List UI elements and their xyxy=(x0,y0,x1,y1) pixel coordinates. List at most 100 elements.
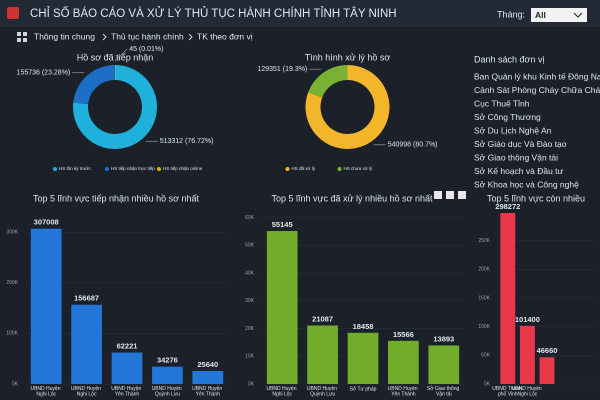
header-bar xyxy=(0,0,600,27)
donut-slice xyxy=(73,65,115,105)
legend-label: HS đã xử lý xyxy=(292,165,316,171)
y-tick-label: 0K xyxy=(248,381,255,387)
month-select[interactable] xyxy=(531,8,587,22)
unit-list-title: Danh sách đơn vị xyxy=(474,54,544,64)
x-tick-label: UBND Huyện Yên Thành xyxy=(111,386,142,398)
data-label: 62221 xyxy=(117,342,138,351)
data-label: 298272 xyxy=(495,202,520,211)
data-label: 156687 xyxy=(74,294,99,303)
data-label: 13893 xyxy=(433,334,454,343)
unit-item[interactable]: Sở Giáo dục Và Đào tạo xyxy=(474,139,567,149)
month-select-value[interactable]: All xyxy=(535,10,546,20)
x-tick-label: UBND Huyện Nghi Lộc xyxy=(30,386,61,398)
bar xyxy=(500,212,516,384)
legend-swatch xyxy=(157,167,161,171)
unit-item[interactable]: Sở Công Thương xyxy=(474,112,541,122)
x-tick-label: UBND Huyện Nghi Lộc xyxy=(71,386,102,398)
chart-title: Top 5 lĩnh vực còn nhiều xyxy=(487,193,585,203)
legend-swatch xyxy=(337,167,342,171)
data-label: 21087 xyxy=(312,314,333,323)
legend-label: HS tiếp nhận online xyxy=(163,166,203,171)
window-controls xyxy=(434,191,466,199)
x-tick-label: Sở Tư pháp xyxy=(350,385,377,392)
y-tick-label: 30K xyxy=(245,298,255,304)
bar xyxy=(152,366,183,384)
legend-swatch xyxy=(53,167,57,171)
select-arrow xyxy=(573,12,583,18)
y-tick-label: 100K xyxy=(478,324,490,330)
unit-item[interactable]: Cảnh Sát Phòng Cháy Chữa Cháy xyxy=(474,85,600,95)
unit-item[interactable]: Sở Giao thông Vận tải xyxy=(474,152,558,162)
filter-label: Tháng: xyxy=(497,9,525,19)
bar xyxy=(30,228,62,384)
chart-title: Top 5 lĩnh vực tiếp nhận nhiều hồ sơ nhấ… xyxy=(33,193,200,203)
donut-slice xyxy=(73,65,157,149)
y-tick-label: 60K xyxy=(245,215,255,221)
unit-item[interactable]: Cục Thuế Tỉnh xyxy=(474,98,530,108)
bar xyxy=(519,325,535,384)
legend-swatch xyxy=(105,167,109,171)
unit-item[interactable]: Sở Du Lịch Nghệ An xyxy=(474,125,552,135)
y-tick-label: 200K xyxy=(6,280,18,286)
donut-slice xyxy=(308,65,348,98)
y-tick-label: 50K xyxy=(481,353,491,359)
y-tick-label: 10K xyxy=(245,354,255,360)
breadcrumb-item[interactable]: Thủ tục hành chính xyxy=(111,31,184,41)
bar xyxy=(388,340,419,384)
y-tick-label: 150K xyxy=(478,295,490,301)
y-tick-label: 250K xyxy=(478,238,490,244)
data-label: 101400 xyxy=(515,315,540,324)
bar xyxy=(111,352,143,384)
data-label: 34276 xyxy=(157,356,178,365)
data-label: 25640 xyxy=(197,360,218,369)
data-label: 307008 xyxy=(34,218,59,227)
chart-title: Top 5 lĩnh vực đã xử lý nhiều hồ sơ nhất xyxy=(271,193,433,203)
bar xyxy=(71,304,102,384)
x-tick-label: UBND Huyện Nghi Lộc xyxy=(266,386,297,398)
donut-slice xyxy=(305,65,390,149)
data-label: 18458 xyxy=(353,322,374,331)
x-tick-label: UBND Huyện Quỳnh Lưu xyxy=(152,386,183,398)
x-tick-label: UBND Thành phố Vinh xyxy=(492,386,523,398)
data-label: 15566 xyxy=(393,330,414,339)
legend-swatch xyxy=(285,167,290,171)
data-label: 155736 (23.28%) xyxy=(17,70,71,77)
breadcrumb-separator xyxy=(102,33,107,41)
data-label: 513312 (76.72%) xyxy=(160,138,214,145)
y-tick-label: 20K xyxy=(245,326,255,332)
unit-item[interactable]: Ban Quản lý khu Kinh tế Đông Nam xyxy=(474,71,600,81)
y-tick-label: 40K xyxy=(245,270,255,276)
y-tick-label: 0K xyxy=(484,381,491,387)
data-label: 129351 (19.3%) xyxy=(257,66,307,73)
breadcrumb-icon xyxy=(17,32,27,42)
legend-label: HS tồn kỳ trước xyxy=(59,166,91,171)
logo xyxy=(7,7,19,19)
x-tick-label: UBND Huyện Quỳnh Lưu xyxy=(307,386,338,398)
x-tick-label: UBND Huyện Yên Thành xyxy=(192,386,223,398)
x-tick-label: UBND Huyện Yên Thành xyxy=(388,386,419,398)
y-tick-label: 200K xyxy=(478,267,490,273)
data-label: 46660 xyxy=(537,346,558,355)
chart-title: Hồ sơ đã tiếp nhận xyxy=(77,52,153,62)
data-label: 540998 (80.7%) xyxy=(388,142,438,149)
y-tick-label: 100K xyxy=(6,331,18,337)
data-label: 55145 xyxy=(272,220,293,229)
legend-label: HS tiếp nhận trực tiếp xyxy=(111,166,155,171)
bar xyxy=(192,371,224,384)
bar xyxy=(347,332,379,384)
leader-line xyxy=(114,48,128,62)
breadcrumb-item[interactable]: TK theo đơn vị xyxy=(197,31,253,41)
legend-label: HS chưa xử lý xyxy=(344,165,374,171)
bar xyxy=(307,325,338,384)
chart-title: Tình hình xử lý hồ sơ xyxy=(305,52,391,62)
breadcrumb-item[interactable]: Thông tin chung xyxy=(34,31,95,41)
unit-item[interactable]: Sở Kế hoạch và Đầu tư xyxy=(474,166,564,176)
page-title: CHỈ SỐ BÁO CÁO VÀ XỬ LÝ THỦ TỤC HÀNH CHÍ… xyxy=(30,6,397,20)
unit-item[interactable]: Sở Khoa học và Công nghệ xyxy=(474,179,579,189)
x-tick-label: Sở Giao thông Vận tải xyxy=(427,385,461,398)
breadcrumb-separator xyxy=(188,33,193,41)
y-tick-label: 0K xyxy=(12,381,19,387)
x-tick-label: UBND Huyện Nghi Lộc xyxy=(512,386,543,398)
bar xyxy=(428,345,460,384)
